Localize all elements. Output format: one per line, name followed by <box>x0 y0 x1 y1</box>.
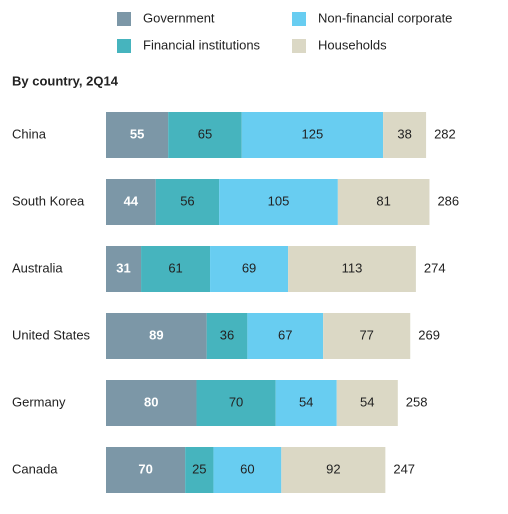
bar-segment <box>213 447 282 493</box>
value-label: 113 <box>342 260 363 275</box>
bar-segment <box>336 380 398 426</box>
value-label: 55 <box>130 126 144 141</box>
value-label: 65 <box>198 126 212 141</box>
bar-segment <box>219 179 338 225</box>
bar-segment <box>383 112 427 158</box>
value-label: 105 <box>268 193 290 208</box>
bar-segment <box>106 380 197 426</box>
category-label: South Korea <box>12 193 85 208</box>
bar-segment <box>106 179 156 225</box>
bar-segment <box>337 179 430 225</box>
bar-segment <box>106 313 207 359</box>
value-label: 125 <box>302 126 324 141</box>
total-label: 247 <box>393 461 415 476</box>
value-label: 61 <box>168 260 182 275</box>
bar-segment <box>275 380 337 426</box>
value-label: 44 <box>124 193 139 208</box>
category-label: Germany <box>12 394 66 409</box>
bar-segment <box>106 112 169 158</box>
value-label: 70 <box>229 394 243 409</box>
bar-segment <box>281 447 386 493</box>
total-label: 269 <box>418 327 440 342</box>
value-label: 70 <box>138 461 152 476</box>
total-label: 282 <box>434 126 456 141</box>
bar-segment <box>247 313 324 359</box>
legend-swatch <box>117 39 131 53</box>
value-label: 54 <box>299 394 313 409</box>
chart-subtitle: By country, 2Q14 <box>12 73 119 88</box>
value-label: 89 <box>149 327 163 342</box>
bar-segment <box>196 380 276 426</box>
value-label: 81 <box>376 193 390 208</box>
legend-label: Households <box>318 37 387 52</box>
value-label: 69 <box>242 260 256 275</box>
legend-swatch <box>292 12 306 26</box>
value-label: 25 <box>192 461 206 476</box>
category-label: United States <box>12 327 91 342</box>
category-label: Australia <box>12 260 63 275</box>
bar-segment <box>155 179 220 225</box>
bar-segment <box>323 313 411 359</box>
bar-segment <box>241 112 384 158</box>
bar-segment <box>168 112 242 158</box>
value-label: 31 <box>116 260 130 275</box>
value-label: 67 <box>278 327 292 342</box>
bar-segment <box>288 246 416 292</box>
value-label: 38 <box>397 126 411 141</box>
value-label: 77 <box>359 327 373 342</box>
legend-label: Financial institutions <box>143 37 261 52</box>
legend-label: Non-financial corporate <box>318 10 452 25</box>
total-label: 274 <box>424 260 446 275</box>
bar-segment <box>206 313 248 359</box>
bar-segment <box>141 246 211 292</box>
total-label: 258 <box>406 394 428 409</box>
value-label: 92 <box>326 461 340 476</box>
legend-label: Government <box>143 10 215 25</box>
bar-segment <box>106 246 142 292</box>
value-label: 54 <box>360 394 374 409</box>
category-label: Canada <box>12 461 58 476</box>
bar-segment <box>210 246 289 292</box>
value-label: 36 <box>220 327 234 342</box>
total-label: 286 <box>437 193 459 208</box>
bar-segment <box>185 447 214 493</box>
legend-swatch <box>117 12 131 26</box>
value-label: 80 <box>144 394 158 409</box>
category-label: China <box>12 126 47 141</box>
bar-segment <box>106 447 186 493</box>
legend-swatch <box>292 39 306 53</box>
value-label: 56 <box>180 193 194 208</box>
value-label: 60 <box>240 461 254 476</box>
